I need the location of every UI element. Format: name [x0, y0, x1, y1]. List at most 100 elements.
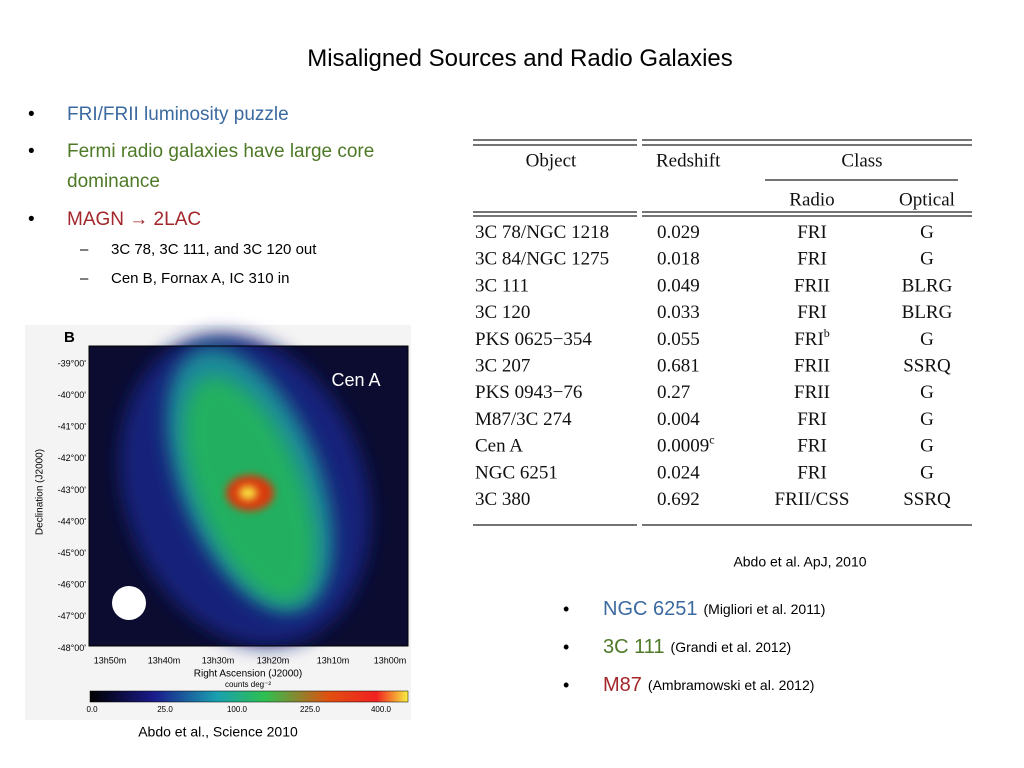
- cell-text: 0.049: [657, 276, 700, 297]
- table-cell: G: [920, 222, 934, 243]
- table-cell: 0.033: [657, 302, 700, 323]
- cell-text: 0.27: [657, 383, 690, 404]
- cell-text: G: [920, 249, 934, 270]
- table-cell: 3C 78/NGC 1218: [475, 222, 609, 243]
- ref-item: 3C 111 (Grandi et al. 2012): [603, 636, 791, 658]
- cell-text: SSRQ: [903, 356, 951, 377]
- ref-item: NGC 6251 (Migliori et al. 2011): [603, 598, 825, 620]
- table-cell: 0.055: [657, 329, 700, 350]
- map-frame: [88, 345, 409, 647]
- table-cell: Cen A: [475, 436, 523, 457]
- cell-text: 0.029: [657, 222, 700, 243]
- table-cell: 0.024: [657, 463, 700, 484]
- map-x-tick: 13h00m: [374, 655, 407, 665]
- cell-text: 3C 120: [475, 302, 530, 323]
- cell-text: FRI: [794, 329, 824, 350]
- bullet-text: MAGN → 2LAC: [67, 209, 202, 230]
- bullet-marker: •: [28, 209, 35, 230]
- table-cell: G: [920, 249, 934, 270]
- table-cell: 0.004: [657, 409, 700, 430]
- cell-text: FRI: [797, 249, 827, 270]
- table-cell: FRII/CSS: [775, 489, 850, 510]
- cell-text: 0.024: [657, 463, 700, 484]
- table-caption: Abdo et al. ApJ, 2010: [733, 554, 866, 570]
- cell-superscript: c: [709, 432, 714, 446]
- cell-text: 0.692: [657, 489, 700, 510]
- ref-marker: •: [563, 599, 569, 619]
- cell-text: 0.055: [657, 329, 700, 350]
- table-cell: FRI: [797, 463, 827, 484]
- cell-text: FRII: [794, 383, 830, 404]
- table-cell: G: [920, 463, 934, 484]
- colorbar-tick: 400.0: [371, 705, 392, 714]
- bullet-marker: •: [28, 104, 35, 125]
- cell-text: FRII/CSS: [775, 489, 850, 510]
- table-cell: FRII: [794, 356, 830, 377]
- map-y-tick: -40°00': [58, 390, 87, 400]
- map-x-tick: 13h30m: [202, 655, 235, 665]
- cell-text: FRI: [797, 436, 827, 457]
- table-cell: 0.27: [657, 383, 690, 404]
- ref-item: M87 (Ambramowski et al. 2012): [603, 674, 814, 696]
- colorbar-tick: 100.0: [227, 705, 248, 714]
- table-cell: 0.692: [657, 489, 700, 510]
- cell-text: 3C 207: [475, 356, 530, 377]
- cell-text: NGC 6251: [475, 463, 558, 484]
- table-cell: G: [920, 436, 934, 457]
- cell-text: M87/3C 274: [475, 409, 572, 430]
- table-cell: 3C 120: [475, 302, 530, 323]
- table-cell: 0.0009c: [657, 432, 715, 457]
- table-cell: FRI: [797, 302, 827, 323]
- psf-circle: [112, 586, 146, 620]
- cell-text: FRII: [794, 276, 830, 297]
- cell-text: 0.0009: [657, 436, 709, 457]
- table-cell: FRI: [797, 409, 827, 430]
- cell-text: G: [920, 383, 934, 404]
- table-cell: BLRG: [902, 276, 953, 297]
- cell-text: G: [920, 222, 934, 243]
- cell-text: PKS 0943−76: [475, 383, 582, 404]
- table-header: Optical: [899, 189, 955, 210]
- table-cell: M87/3C 274: [475, 409, 572, 430]
- colorbar-label: counts deg⁻²: [225, 680, 271, 689]
- cell-text: PKS 0625−354: [475, 329, 592, 350]
- ref-marker: •: [563, 637, 569, 657]
- cell-text: 0.681: [657, 356, 700, 377]
- map-y-tick: -42°00': [58, 453, 87, 463]
- table-cell: PKS 0625−354: [475, 329, 592, 350]
- table-cell: G: [920, 329, 934, 350]
- table-cell: FRII: [794, 276, 830, 297]
- ref-citation: (Ambramowski et al. 2012): [648, 677, 815, 693]
- map-y-tick: -41°00': [58, 422, 87, 432]
- table-cell: 3C 380: [475, 489, 530, 510]
- table-cell: PKS 0943−76: [475, 383, 582, 404]
- table-cell: G: [920, 383, 934, 404]
- sub-marker: –: [80, 270, 89, 287]
- bullet-text: Fermi radio galaxies have large core dom…: [67, 141, 375, 192]
- table-cell: FRIb: [794, 326, 830, 351]
- cell-text: G: [920, 436, 934, 457]
- cell-text: 3C 111: [475, 276, 529, 297]
- map-x-tick: 13h20m: [257, 655, 290, 665]
- cell-text: FRI: [797, 222, 827, 243]
- cell-text: SSRQ: [903, 489, 951, 510]
- cell-text: G: [920, 409, 934, 430]
- table-header: Class: [841, 150, 882, 171]
- cell-text: FRI: [797, 463, 827, 484]
- table-cell: FRI: [797, 436, 827, 457]
- table-cell: 0.049: [657, 276, 700, 297]
- map-x-tick: 13h10m: [317, 655, 350, 665]
- table-cell: SSRQ: [903, 356, 951, 377]
- cell-text: G: [920, 329, 934, 350]
- table-cell: NGC 6251: [475, 463, 558, 484]
- table-cell: 3C 111: [475, 276, 529, 297]
- cell-text: 0.033: [657, 302, 700, 323]
- cell-text: BLRG: [902, 302, 953, 323]
- ref-name: M87: [603, 674, 642, 696]
- ref-marker: •: [563, 675, 569, 695]
- table-cell: SSRQ: [903, 489, 951, 510]
- colorbar: [89, 690, 409, 703]
- ref-citation: (Migliori et al. 2011): [704, 601, 826, 617]
